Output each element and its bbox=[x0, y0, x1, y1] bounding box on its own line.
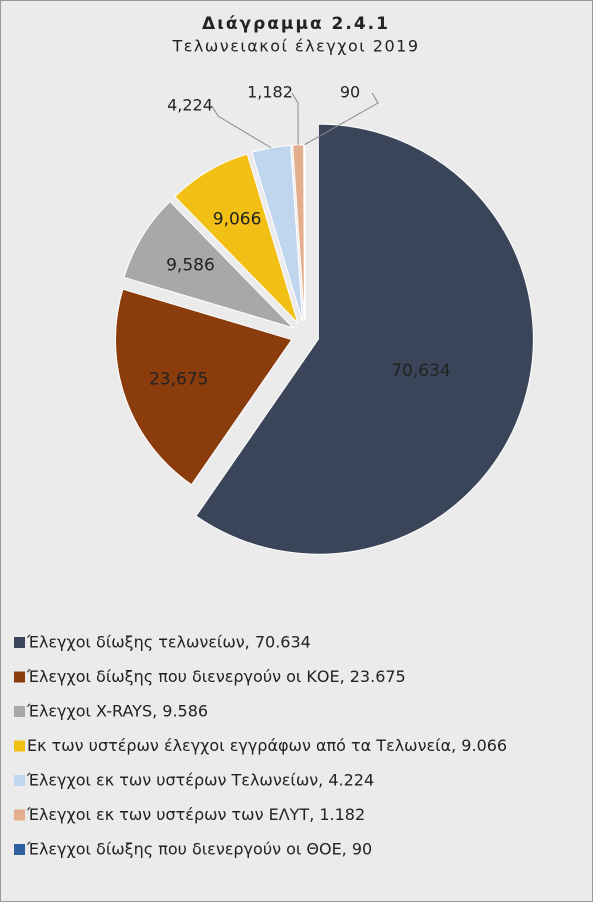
legend-label: Έλεγχοι δίωξης τελωνείων, 70.634 bbox=[26, 633, 311, 652]
leader-line bbox=[304, 92, 379, 146]
leader-line bbox=[211, 105, 272, 149]
pie-slice bbox=[123, 200, 295, 329]
legend-label: Έλεγχοι εκ των υστέρων Τελωνείων, 4.224 bbox=[26, 771, 374, 790]
pie-slice bbox=[195, 123, 534, 555]
legend-swatch bbox=[14, 671, 25, 683]
legend-swatch bbox=[14, 706, 25, 717]
chart-subtitle: Τελωνειακοί έλεγχοι 2019 bbox=[171, 37, 419, 56]
pie-slice bbox=[174, 153, 299, 324]
data-label: 9,586 bbox=[166, 256, 215, 276]
legend-label: Έλεγχοι X-RAYS, 9.586 bbox=[26, 702, 208, 721]
pie-slice bbox=[251, 144, 303, 322]
leader-line bbox=[291, 92, 299, 145]
legend-swatch bbox=[14, 637, 25, 648]
data-label: 23,675 bbox=[149, 369, 208, 389]
data-label: 4,224 bbox=[167, 96, 213, 115]
pie-slice bbox=[114, 288, 293, 486]
legend-label: Έλεγχοι εκ των υστέρων των ΕΛΥΤ, 1.182 bbox=[26, 805, 365, 824]
legend-label: Έλεγχοι δίωξης που διενεργούν οι ΚΟΕ, 23… bbox=[26, 667, 406, 686]
legend-label: Εκ των υστέρων έλεγχοι εγγράφων από τα Τ… bbox=[27, 736, 507, 755]
data-label: 70,634 bbox=[391, 361, 450, 381]
legend-swatch bbox=[14, 809, 25, 821]
legend-swatch bbox=[14, 775, 25, 786]
data-label: 90 bbox=[340, 83, 360, 102]
legend-label: Έλεγχοι δίωξης που διενεργούν οι ΘΟΕ, 90 bbox=[26, 840, 372, 859]
data-label: 9,066 bbox=[213, 210, 262, 230]
legend-swatch bbox=[14, 844, 25, 855]
data-label: 1,182 bbox=[247, 83, 293, 102]
chart-title: Διάγραμμα 2.4.1 bbox=[202, 14, 390, 34]
legend-swatch bbox=[14, 740, 25, 752]
